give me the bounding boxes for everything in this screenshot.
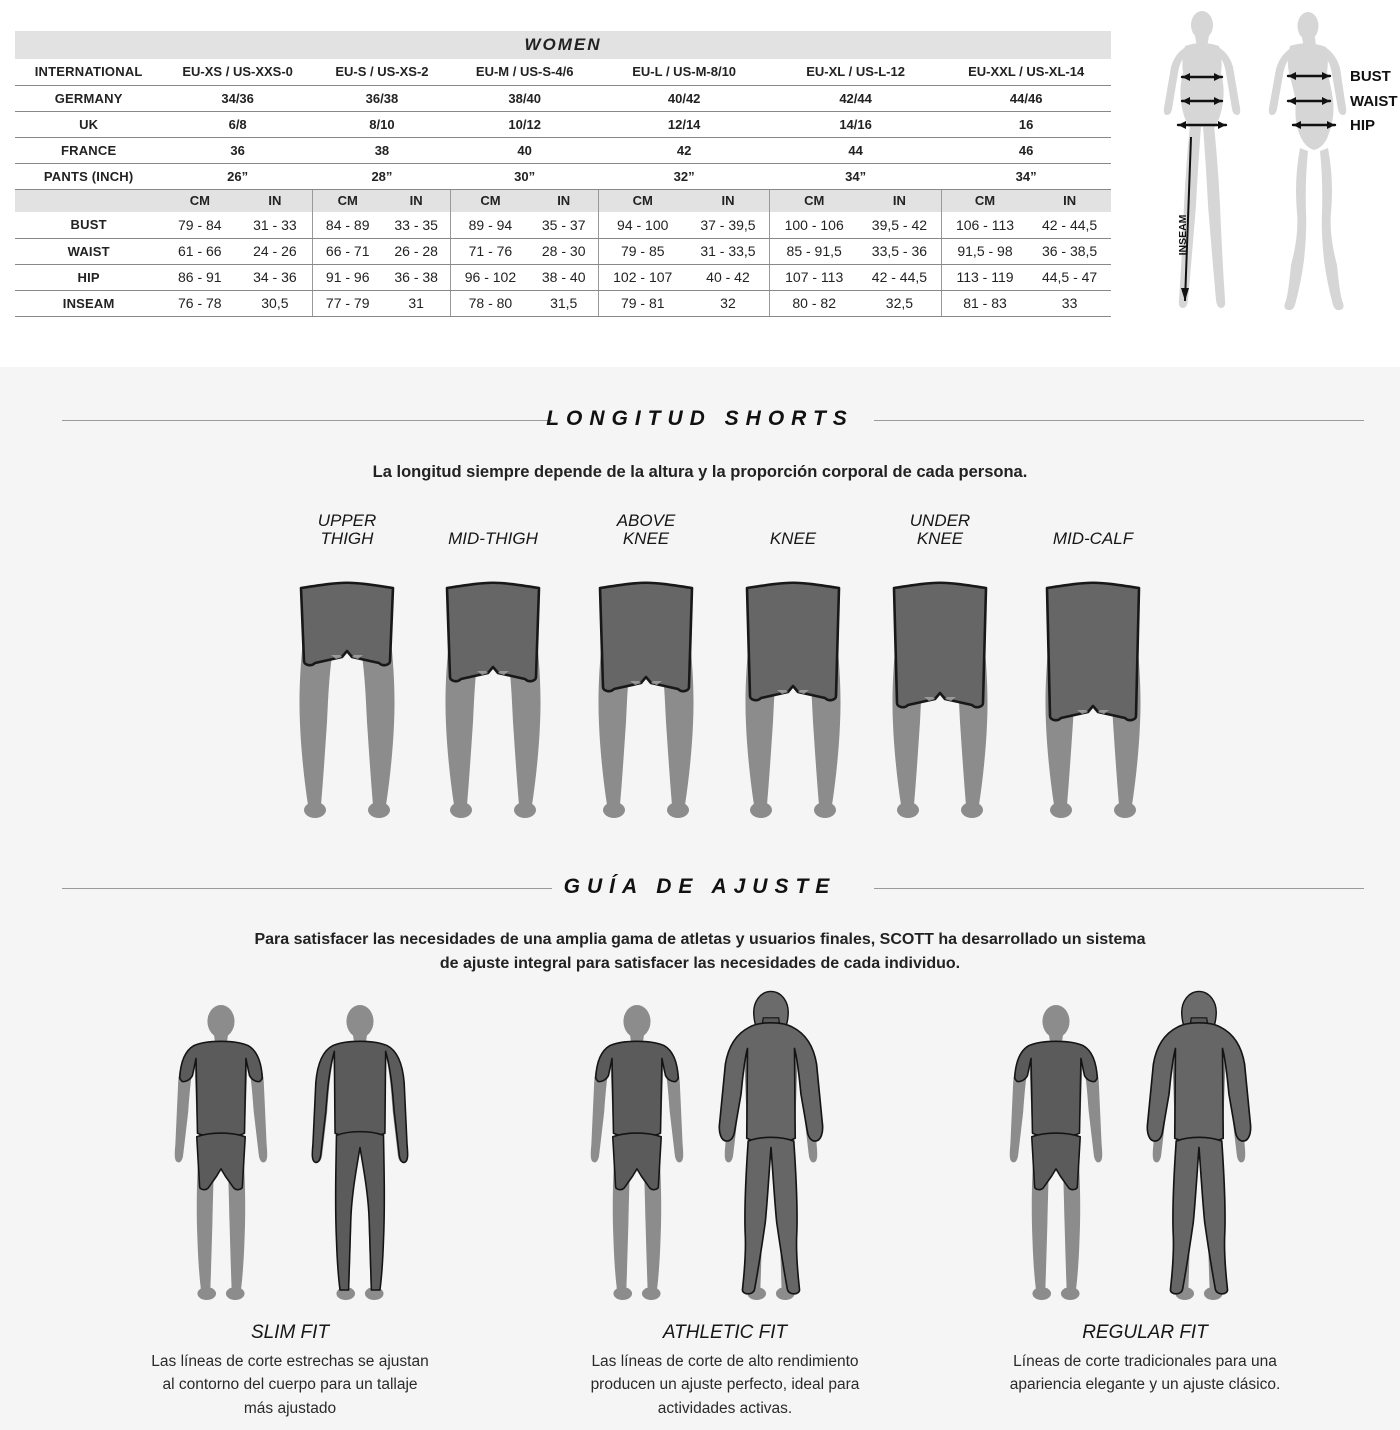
svg-text:INSEAM: INSEAM bbox=[1177, 214, 1189, 255]
svg-text:HIP: HIP bbox=[1350, 117, 1375, 134]
svg-text:WAIST: WAIST bbox=[1350, 93, 1398, 110]
svg-text:BUST: BUST bbox=[1350, 68, 1391, 85]
